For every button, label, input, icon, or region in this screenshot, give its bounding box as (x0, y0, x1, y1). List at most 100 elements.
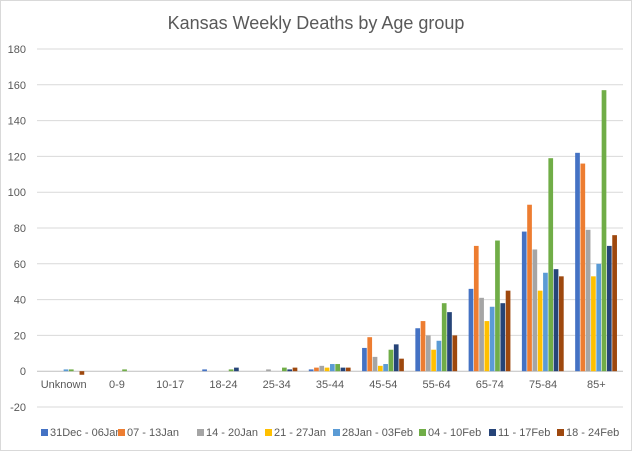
bar (489, 306, 495, 372)
bar (383, 364, 388, 372)
bar (612, 235, 617, 372)
bar (68, 369, 74, 372)
x-tick-label: 85+ (587, 379, 606, 391)
bar (606, 245, 612, 372)
bar (473, 245, 479, 372)
bar (500, 303, 506, 372)
bar (362, 347, 367, 372)
bar (420, 321, 426, 372)
y-tick-label: 20 (14, 330, 26, 342)
y-tick-label: 60 (14, 259, 26, 271)
legend-label: 18 - 24Feb (566, 427, 619, 439)
bar (601, 90, 607, 372)
bar (591, 276, 596, 372)
bar (330, 364, 335, 372)
x-axis-categories: Unknown 0-9 10-17 18-24 25-34 35-44 45-54 55-64… (41, 379, 606, 391)
chart-title: Kansas Weekly Deaths by Age group (168, 13, 465, 33)
legend-item: 28Jan - 03Feb (333, 427, 413, 439)
bar (202, 369, 207, 372)
bar (372, 356, 378, 372)
legend-item: 07 - 13Jan (118, 427, 179, 439)
bar (431, 349, 436, 372)
bar (319, 365, 325, 372)
legend-label: 07 - 13Jan (127, 427, 179, 439)
y-tick-label: 0 (20, 366, 26, 378)
legend-swatch (197, 429, 204, 436)
bar (532, 249, 538, 372)
x-tick-label: 75-84 (529, 379, 557, 391)
bar (292, 367, 298, 372)
y-tick-label: 120 (8, 151, 26, 163)
bar (543, 272, 548, 372)
bars (63, 90, 617, 375)
bar (521, 231, 527, 372)
bar (436, 340, 442, 372)
legend-label: 04 - 10Feb (428, 427, 481, 439)
bar (527, 204, 532, 372)
legend-item: 04 - 10Feb (419, 427, 481, 439)
bar (548, 158, 554, 372)
y-axis-ticks: -20 0 20 40 60 80 100 120 140 160 180 (8, 44, 26, 414)
bar (553, 269, 559, 372)
x-tick-label: 45-54 (369, 379, 397, 391)
bar (340, 367, 346, 372)
bar (345, 367, 351, 372)
legend-item: 21 - 27Jan (265, 427, 326, 439)
y-tick-label: 80 (14, 223, 26, 235)
bar (324, 367, 330, 372)
bar (122, 369, 127, 372)
bar (575, 152, 580, 372)
legend: 31Dec - 06Jan 07 - 13Jan 14 - 20Jan 21 - 27… (41, 427, 619, 439)
bar (388, 349, 394, 372)
x-tick-label: 35-44 (316, 379, 344, 391)
y-tick-label: 100 (8, 187, 26, 199)
bar (282, 367, 287, 372)
legend-item: 11 - 17Feb (489, 427, 550, 439)
y-tick-label: 160 (8, 80, 26, 92)
legend-swatch (419, 429, 426, 436)
legend-item: 14 - 20Jan (197, 427, 258, 439)
legend-label: 31Dec - 06Jan (50, 427, 122, 439)
bar (505, 290, 511, 372)
bar (441, 303, 447, 372)
x-tick-label: 65-74 (476, 379, 504, 391)
legend-label: 28Jan - 03Feb (342, 427, 413, 439)
legend-label: 14 - 20Jan (206, 427, 258, 439)
y-tick-label: 40 (14, 295, 26, 307)
bar (558, 276, 564, 372)
legend-swatch (489, 429, 496, 436)
legend-item: 18 - 24Feb (557, 427, 619, 439)
bar (63, 369, 69, 372)
legend-swatch (557, 429, 564, 436)
x-tick-label: 0-9 (109, 379, 125, 391)
bar (399, 358, 404, 372)
bar (585, 229, 591, 372)
bar (484, 321, 490, 372)
y-tick-label: -20 (10, 402, 26, 414)
x-tick-label: 10-17 (156, 379, 184, 391)
y-tick-label: 140 (8, 116, 26, 128)
bar (452, 335, 458, 372)
bar (479, 297, 484, 372)
x-tick-label: 55-64 (422, 379, 450, 391)
bar (495, 240, 500, 372)
legend-swatch (265, 429, 272, 436)
legend-label: 11 - 17Feb (498, 427, 550, 439)
bar (537, 290, 543, 372)
bar (335, 364, 340, 372)
bar (228, 369, 234, 372)
bar (308, 369, 314, 372)
bar (596, 263, 602, 372)
bar (79, 371, 85, 375)
bar (367, 337, 373, 372)
gridlines (37, 48, 623, 408)
bar (266, 369, 271, 372)
legend-swatch (118, 429, 125, 436)
bar (580, 163, 586, 372)
legend-label: 21 - 27Jan (274, 427, 326, 439)
bar (377, 365, 383, 372)
bar (314, 367, 319, 372)
y-tick-label: 180 (8, 44, 26, 56)
